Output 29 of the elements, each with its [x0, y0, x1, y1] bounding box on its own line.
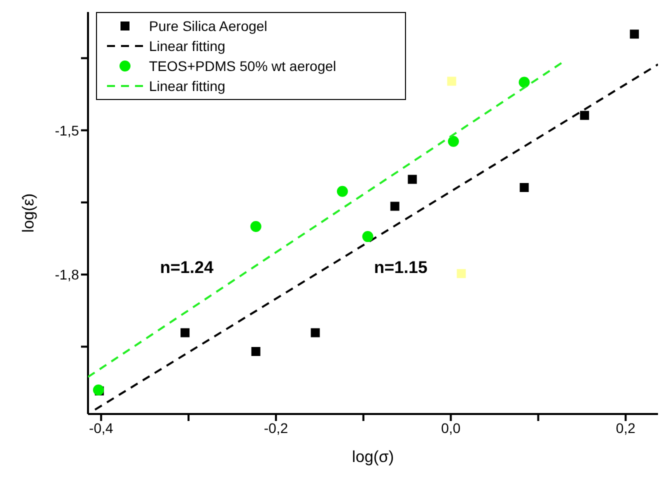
x-axis-title: log(σ) [352, 449, 394, 466]
point [408, 174, 417, 184]
point [362, 231, 374, 242]
point [518, 76, 530, 88]
point [448, 136, 459, 147]
point [456, 269, 466, 278]
point [251, 346, 260, 356]
x-tick-label: -0,4 [89, 420, 114, 436]
point [447, 76, 456, 86]
legend-label: Linear fitting [149, 38, 226, 54]
point [390, 202, 400, 211]
y-axis-title: log(ε̇) [20, 193, 38, 233]
point [310, 328, 320, 338]
point [336, 186, 348, 197]
annotation: n=1.15 [374, 258, 428, 278]
y-tick-label: -1,8 [54, 266, 80, 283]
annotation: n=1.24 [160, 258, 214, 278]
x-tick-label: 0,0 [441, 420, 461, 436]
point [250, 220, 262, 232]
point [180, 328, 190, 338]
legend-label: Pure Silica Aerogel [149, 18, 268, 34]
point [630, 30, 639, 39]
point [580, 110, 590, 120]
y-tick-label: -1,5 [54, 122, 80, 138]
legend-label: Linear fitting [149, 78, 226, 94]
point [520, 183, 529, 192]
x-tick-label: -0,2 [264, 420, 288, 436]
legend-label: TEOS+PDMS 50% wt aerogel [149, 58, 336, 74]
x-tick-label: 0,2 [616, 420, 636, 436]
